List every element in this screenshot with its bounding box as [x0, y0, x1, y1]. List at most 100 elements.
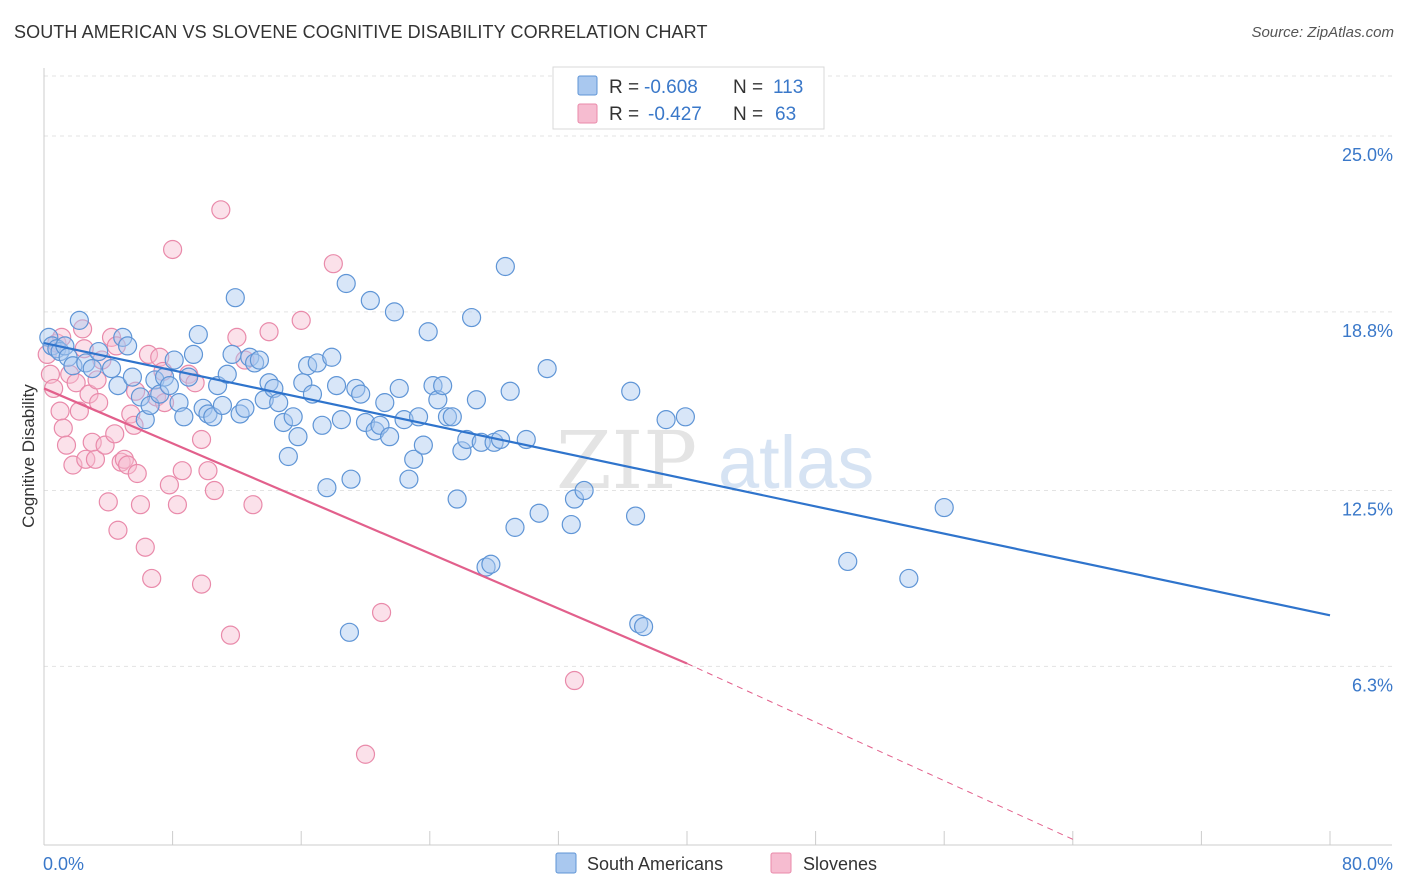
chart-title: SOUTH AMERICAN VS SLOVENE COGNITIVE DISA… — [14, 22, 708, 42]
legend-n-value-2: 63 — [775, 104, 796, 125]
legend-swatch-pink — [577, 103, 598, 124]
data-point — [621, 381, 641, 401]
data-point — [130, 495, 151, 515]
data-point — [227, 327, 247, 347]
data-point — [312, 415, 332, 435]
data-point — [198, 461, 218, 481]
data-point — [291, 310, 311, 330]
data-point — [191, 574, 212, 594]
data-point — [307, 353, 327, 373]
data-point — [389, 378, 409, 399]
x-tick-max: 80.0% — [1342, 854, 1393, 874]
legend-swatch-blue — [577, 75, 598, 96]
legend-swatch-slovenes — [770, 852, 792, 874]
data-point — [273, 412, 294, 433]
data-point — [127, 463, 147, 484]
data-point — [135, 410, 155, 430]
data-point — [56, 435, 77, 455]
data-point — [934, 497, 954, 518]
data-point — [169, 393, 189, 413]
data-point — [452, 441, 472, 461]
data-point — [225, 288, 245, 308]
y-tick-label: 12.5% — [1342, 500, 1393, 520]
data-point — [163, 239, 183, 260]
legend-label-south-americans: South Americans — [587, 854, 723, 874]
data-point — [142, 568, 162, 589]
data-point — [339, 622, 360, 642]
trend-line-slovenes-extension — [686, 663, 1074, 840]
data-point — [380, 427, 400, 447]
data-point — [428, 390, 448, 410]
data-point — [675, 407, 695, 427]
data-point — [423, 376, 443, 396]
y-axis-label: Cognitive Disability — [19, 384, 38, 528]
grid-lines — [44, 75, 1392, 667]
legend-r-value-1: -0.608 — [644, 77, 698, 98]
data-point — [399, 469, 419, 489]
data-point — [164, 350, 184, 370]
data-point — [211, 200, 231, 220]
data-point — [179, 367, 199, 387]
data-point — [447, 489, 467, 509]
data-point — [461, 307, 482, 328]
data-point — [138, 344, 159, 365]
data-point — [174, 407, 194, 427]
data-point — [108, 520, 128, 540]
series-legend: South Americans Slovenes — [555, 852, 877, 874]
data-point — [82, 358, 102, 379]
data-point — [633, 617, 654, 637]
data-point — [159, 376, 179, 396]
y-tick-label: 25.0% — [1342, 145, 1393, 165]
data-point — [69, 310, 89, 330]
data-point — [204, 480, 224, 501]
legend-r-label-2: R = — [609, 104, 639, 125]
data-point — [625, 506, 646, 526]
data-point — [418, 322, 438, 342]
y-tick-label: 6.3% — [1352, 675, 1393, 695]
data-point — [269, 393, 289, 413]
data-point — [322, 347, 342, 367]
data-point — [505, 517, 525, 537]
x-tick-min: 0.0% — [43, 854, 84, 874]
data-points — [37, 200, 954, 764]
legend-label-slovenes: Slovenes — [803, 854, 877, 874]
data-point — [122, 367, 143, 387]
data-point — [481, 554, 501, 574]
data-point — [105, 424, 125, 444]
legend-r-label-1: R = — [609, 77, 639, 98]
legend-r-value-2: -0.427 — [648, 104, 702, 125]
data-point — [222, 344, 242, 365]
stats-legend: R = -0.608 N = 113 R = -0.427 N = 63 — [552, 66, 825, 130]
data-point — [217, 364, 237, 384]
data-point — [466, 390, 487, 410]
data-point — [529, 503, 549, 523]
data-point — [351, 384, 371, 404]
data-point — [191, 429, 212, 450]
data-point — [355, 744, 376, 764]
data-point — [500, 381, 520, 401]
data-point — [437, 407, 458, 427]
data-point — [336, 273, 356, 294]
data-point — [98, 492, 118, 512]
data-point — [159, 475, 179, 495]
data-point — [495, 256, 515, 277]
y-tick-label: 18.8% — [1342, 321, 1393, 341]
source-label: Source: ZipAtlas.com — [1251, 24, 1394, 41]
data-point — [249, 350, 270, 370]
legend-n-label-1: N = — [733, 77, 763, 98]
data-point — [838, 551, 858, 572]
data-point — [433, 376, 453, 396]
data-point — [457, 429, 477, 450]
legend-swatch-south-americans — [555, 852, 577, 874]
data-point — [288, 427, 308, 447]
data-point — [188, 324, 208, 345]
data-point — [404, 449, 424, 469]
data-point — [537, 358, 557, 379]
axes — [43, 68, 1392, 846]
data-point — [259, 322, 279, 342]
data-point — [150, 347, 170, 367]
data-point — [413, 435, 433, 455]
y-tick-labels: 6.3% 12.5% 18.8% 25.0% — [1342, 145, 1393, 695]
data-point — [656, 410, 676, 430]
